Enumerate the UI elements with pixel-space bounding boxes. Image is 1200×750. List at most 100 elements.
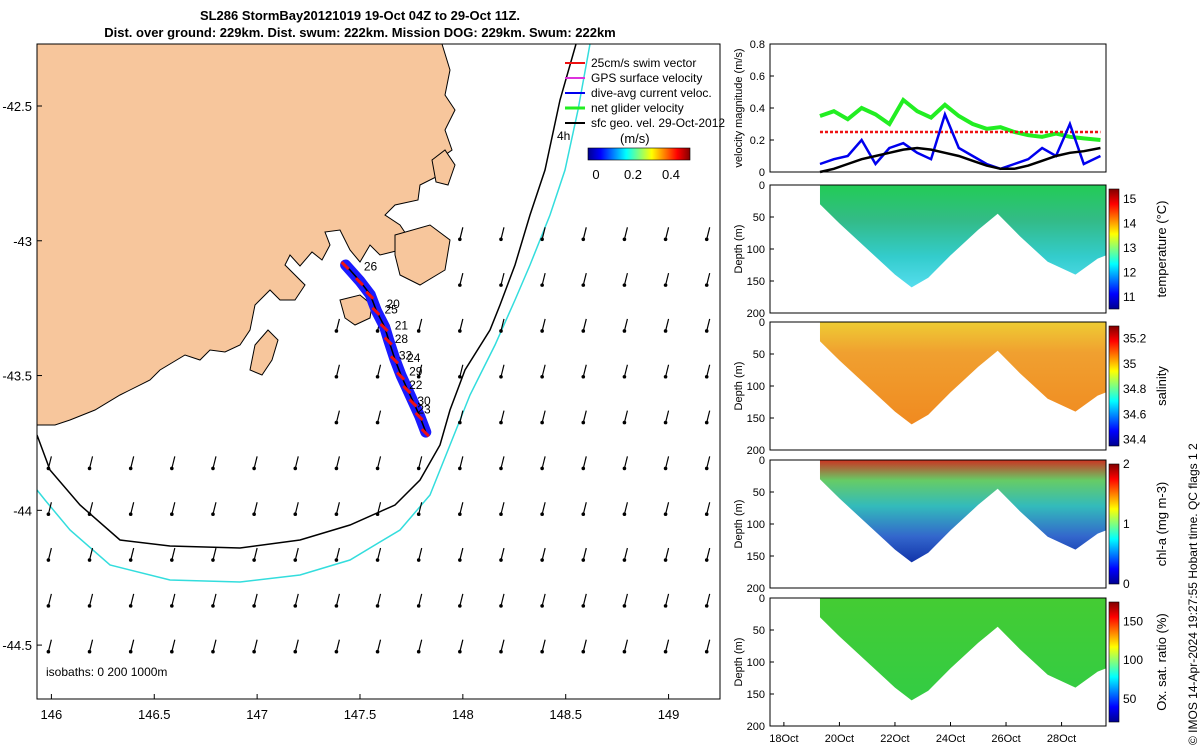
section-ytick-label: 200 — [747, 583, 765, 595]
section-ytick-label: 50 — [753, 349, 765, 361]
map-x-axis: 146 146.5 147 147.5 148 148.5 149 — [41, 694, 679, 722]
current-vector — [130, 456, 135, 469]
section-ytick-label: 150 — [747, 689, 765, 701]
current-vector-head — [170, 649, 174, 654]
day-label: 20 — [387, 297, 401, 311]
swim-vector — [402, 384, 412, 395]
time-label: 4h — [557, 129, 570, 143]
current-vector-head — [170, 558, 174, 562]
map-y-axis: -42.5 -43 -43.5 -44 -44.5 — [2, 99, 42, 653]
section-fill — [819, 322, 1106, 425]
current-vector — [376, 410, 382, 423]
colorbar-tick-label: 13 — [1123, 241, 1137, 255]
current-vector-head — [293, 466, 298, 471]
current-vector-head — [375, 649, 380, 654]
section-colorbar — [1108, 325, 1120, 447]
current-vector-head — [499, 649, 503, 654]
current-vector — [418, 547, 423, 561]
current-vector — [459, 456, 464, 469]
map-xtick-label: 146.5 — [138, 707, 171, 722]
current-vector — [706, 318, 711, 332]
current-vector — [500, 272, 505, 286]
current-vector-head — [581, 329, 586, 333]
current-vector-head — [581, 237, 586, 242]
current-vector — [88, 593, 94, 607]
day-label: 29 — [409, 365, 423, 379]
current-vector — [623, 593, 629, 607]
current-vector — [664, 410, 670, 423]
current-vector-head — [704, 604, 709, 608]
current-vector-head — [416, 466, 421, 471]
current-vector-head — [293, 649, 298, 654]
day-label: 32 — [399, 348, 413, 362]
colorbar-tick-label: 1 — [1123, 517, 1130, 531]
current-vector — [335, 456, 340, 469]
section-ytick-label: 200 — [747, 721, 765, 733]
current-vector — [500, 502, 505, 515]
current-vector-head — [540, 604, 544, 608]
current-vector — [294, 456, 299, 469]
map-colorbar-tick-0: 0 — [592, 167, 599, 182]
legend-net: net glider velocity — [591, 101, 684, 115]
section-panels: 0 0.2 0.4 0.6 0.8 velocity magnitude (m/s) 0… — [733, 39, 1169, 745]
current-vector-head — [87, 649, 92, 654]
current-vector-head — [499, 283, 503, 287]
current-vector — [664, 547, 670, 561]
current-vector — [706, 456, 711, 469]
section-ytick-label: 50 — [753, 487, 765, 499]
current-vector — [88, 502, 94, 515]
current-vector-field — [46, 227, 711, 654]
section-ylabel: Depth (m) — [733, 638, 745, 687]
current-vector-head — [622, 420, 627, 425]
land-maria-island — [431, 149, 456, 186]
velocity-ytick-label: 0.6 — [750, 71, 765, 83]
current-vector-head — [663, 649, 668, 654]
current-vector — [335, 410, 340, 423]
current-vector-head — [211, 604, 215, 608]
current-vector-head — [622, 604, 627, 608]
section-ytick-label: 0 — [759, 317, 765, 329]
section-ytick-label: 50 — [753, 212, 765, 224]
day-label: 26 — [364, 259, 378, 273]
current-vector-head — [663, 329, 668, 333]
current-vector-head — [663, 604, 668, 608]
current-vector — [582, 272, 587, 286]
section-ytick-label: 0 — [759, 593, 765, 605]
current-vector — [706, 272, 711, 286]
colorbar-label: salinity — [1154, 366, 1169, 406]
salinity-section: 0 50 100 150 200 Depth (m) 34.4 34.6 34.8 35 35.2 s… — [733, 317, 1169, 457]
current-vector-head — [540, 329, 544, 333]
current-vector — [171, 456, 176, 469]
current-vector — [582, 639, 587, 652]
current-vector-head — [293, 604, 298, 608]
current-vector-head — [211, 466, 215, 471]
current-vector-head — [622, 283, 627, 287]
land-bruny — [249, 329, 279, 376]
current-vector — [418, 639, 423, 652]
current-vector-head — [704, 649, 709, 654]
day-label: 23 — [417, 402, 431, 416]
current-vector — [623, 272, 629, 286]
current-vector — [459, 639, 464, 652]
map-legend: 25cm/s swim vector GPS surface velocity … — [557, 56, 725, 182]
land-tasman-peninsula — [339, 294, 373, 326]
current-vector-head — [499, 420, 503, 425]
current-vector — [664, 364, 670, 377]
legend-current: dive-avg current veloc. — [591, 86, 712, 100]
current-vector-head — [128, 466, 133, 471]
current-vector — [706, 364, 711, 377]
colorbar-tick-label: 35 — [1123, 357, 1137, 371]
current-vector — [130, 593, 135, 607]
current-vector-head — [704, 283, 709, 287]
current-vector-head — [252, 558, 256, 562]
map-xtick-label: 147 — [246, 707, 268, 722]
section-ylabel: Depth (m) — [733, 362, 745, 411]
current-vector — [130, 502, 135, 515]
current-vector — [376, 456, 382, 469]
current-vector — [541, 364, 546, 377]
current-vector-head — [211, 512, 215, 517]
current-vector — [253, 593, 258, 607]
current-vector — [294, 639, 299, 652]
current-vector — [541, 272, 546, 286]
current-vector-head — [540, 512, 544, 517]
